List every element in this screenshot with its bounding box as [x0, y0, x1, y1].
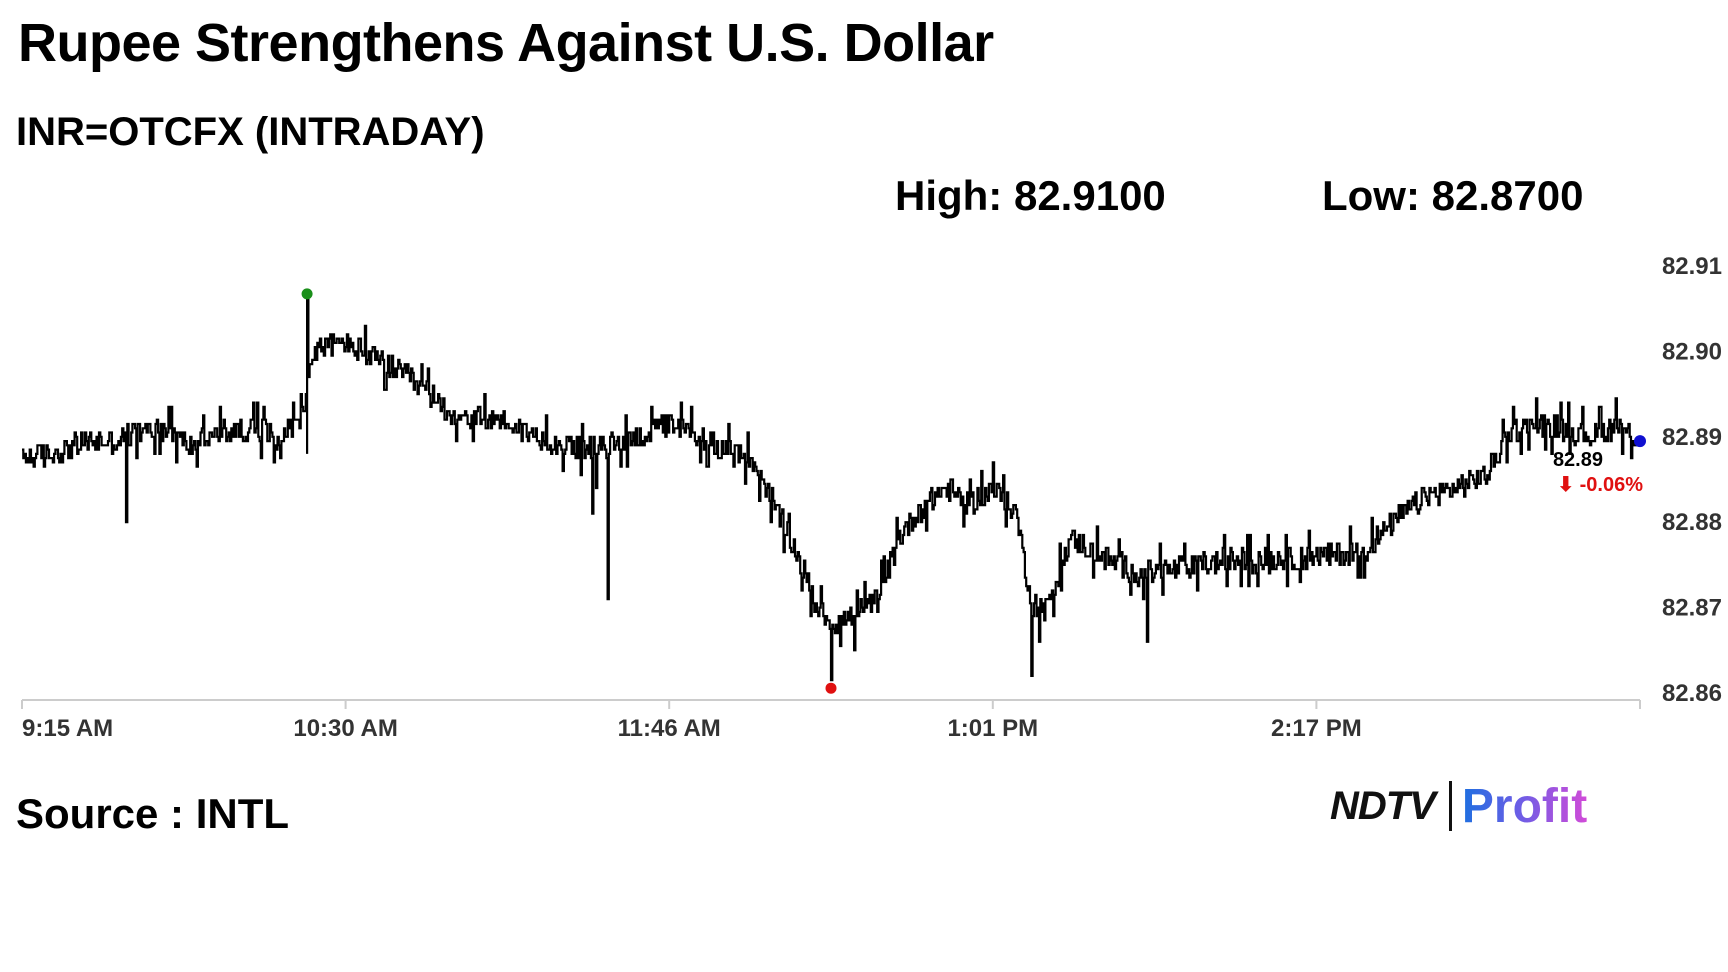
y-tick-label: 82.87 [1662, 595, 1722, 622]
chart-title: Rupee Strengthens Against U.S. Dollar [18, 13, 994, 73]
logo-separator [1448, 781, 1452, 831]
last-value-label: 82.89 [1553, 449, 1603, 471]
y-tick-label: 82.88 [1662, 509, 1722, 536]
chart-subtitle: INR=OTCFX (INTRADAY) [16, 110, 485, 154]
logo-ndtv-text: NDTV [1330, 783, 1436, 828]
x-tick-label: 10:30 AM [293, 715, 397, 742]
last-marker [1634, 435, 1646, 448]
x-tick-label: 11:46 AM [618, 715, 721, 742]
y-tick-label: 82.91 [1662, 253, 1722, 280]
ndtv-profit-logo: NDTV Profit [1330, 778, 1587, 834]
change-label: ⬇ -0.06% [1557, 474, 1643, 496]
logo-profit-text: Profit [1461, 779, 1588, 833]
x-tick-label: 9:15 AM [22, 715, 113, 742]
high-value: High: 82.9100 [895, 172, 1166, 219]
intraday-chart: 9:15 AM 10:30 AM 11:46 AM 1:01 PM 2:17 PM 82… [21, 253, 1722, 742]
price-series-line [22, 294, 1642, 682]
y-tick-label: 82.89 [1662, 424, 1722, 451]
low-marker [825, 682, 837, 694]
low-value: Low: 82.8700 [1322, 172, 1584, 219]
x-tick-label: 2:17 PM [1271, 715, 1362, 742]
y-axis: 82.91 82.90 82.89 82.88 82.87 82.86 [1662, 253, 1722, 707]
high-marker [301, 288, 313, 300]
source-label: Source : INTL [16, 790, 290, 837]
x-axis: 9:15 AM 10:30 AM 11:46 AM 1:01 PM 2:17 PM [21, 699, 1641, 742]
x-tick-label: 1:01 PM [947, 715, 1038, 742]
markers: 82.89 ⬇ -0.06% [301, 288, 1646, 694]
y-tick-label: 82.90 [1662, 338, 1722, 365]
y-tick-label: 82.86 [1662, 680, 1722, 707]
